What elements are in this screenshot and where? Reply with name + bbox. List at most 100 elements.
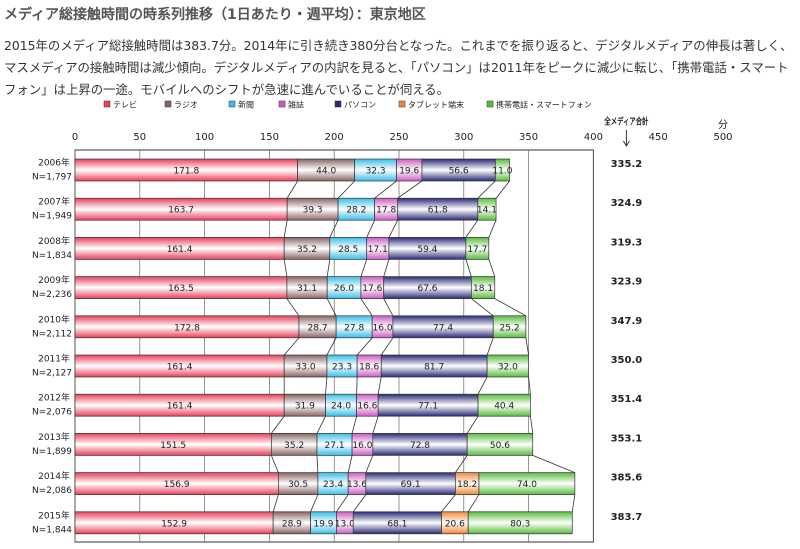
bar-segment: [486, 354, 529, 378]
value-label: 44.0: [316, 167, 336, 177]
x-tick-label: 150: [260, 132, 279, 143]
x-tick-label: 250: [389, 132, 408, 143]
value-label: 81.7: [424, 363, 444, 373]
connector: [356, 337, 373, 356]
connector: [326, 298, 337, 316]
value-label: 32.0: [498, 363, 518, 373]
connector: [467, 494, 480, 513]
total-label: 319.3: [611, 237, 643, 248]
connector: [471, 298, 494, 317]
sample-size: N=2,127: [32, 369, 72, 379]
value-label: 69.1: [401, 480, 421, 490]
connector: [488, 259, 496, 277]
connector: [286, 180, 298, 199]
value-label: 25.2: [500, 323, 520, 333]
value-label: 26.0: [334, 284, 354, 294]
bar-segment: [467, 511, 573, 535]
value-label: 152.9: [161, 519, 187, 529]
connector: [495, 180, 510, 199]
y-tick-label: 2011年: [38, 353, 70, 365]
connector: [270, 455, 279, 473]
connector: [488, 220, 497, 238]
connector: [477, 180, 496, 199]
value-label: 33.0: [296, 363, 316, 373]
totals-arrowhead: [622, 140, 630, 147]
bar-segment: [477, 197, 497, 221]
sample-size: N=2,236: [32, 290, 72, 300]
connector: [271, 415, 285, 434]
y-tick-label: 2014年: [38, 470, 70, 482]
connector: [532, 455, 576, 473]
connector: [477, 376, 488, 395]
connector: [351, 416, 358, 434]
value-label: 40.4: [494, 402, 514, 412]
connector: [360, 259, 368, 277]
value-label: 27.1: [325, 441, 345, 451]
connector: [374, 180, 397, 199]
value-label: 17.7: [467, 245, 487, 255]
value-label: 28.7: [308, 323, 328, 333]
legend-label: 新聞: [238, 100, 254, 110]
connector: [316, 416, 326, 434]
sample-size: N=2,076: [32, 408, 72, 418]
legend-label: 雑誌: [288, 100, 304, 110]
value-label: 172.8: [174, 323, 200, 333]
connector: [325, 376, 328, 395]
legend-swatch: [278, 100, 286, 108]
connector: [283, 220, 288, 238]
value-label: 17.1: [368, 245, 388, 255]
connector: [441, 494, 456, 513]
value-label: 13.6: [347, 480, 367, 490]
connector: [356, 376, 358, 395]
total-label: 351.4: [611, 394, 643, 405]
x-tick-label: 100: [195, 132, 214, 143]
sample-size: N=1,949: [32, 212, 72, 222]
x-tick-label: 400: [584, 132, 603, 143]
connector: [347, 455, 353, 473]
value-label: 18.2: [457, 480, 477, 490]
connector: [380, 337, 394, 356]
value-label: 74.0: [517, 480, 537, 490]
connector: [366, 220, 375, 238]
bar-segment: [465, 237, 490, 260]
legend-swatch: [103, 100, 111, 108]
value-label: 156.9: [164, 480, 190, 490]
sample-size: N=1,844: [32, 525, 72, 535]
sample-size: N=1,834: [32, 251, 72, 261]
connector: [372, 416, 379, 434]
value-label: 28.9: [282, 519, 302, 529]
connector: [272, 494, 279, 512]
legend-swatch: [164, 100, 172, 108]
y-tick-label: 2008年: [38, 235, 70, 247]
connector: [329, 220, 339, 238]
connector: [465, 259, 472, 277]
value-label: 28.5: [338, 245, 358, 255]
connector: [360, 298, 373, 317]
value-label: 24.0: [331, 402, 351, 412]
legend-swatch: [398, 100, 406, 108]
value-label: 68.1: [387, 519, 407, 529]
connector: [337, 180, 355, 199]
connector: [283, 259, 288, 277]
total-label: 324.9: [611, 198, 643, 209]
connector: [283, 337, 300, 356]
legend-swatch: [228, 100, 236, 108]
sample-size: N=1,899: [32, 447, 72, 457]
bar-segment: [466, 433, 534, 456]
value-label: 17.8: [376, 206, 396, 216]
value-label: 14.1: [477, 206, 497, 216]
value-label: 163.5: [168, 284, 194, 294]
legend-label: パソコン: [344, 101, 376, 110]
value-label: 80.3: [510, 519, 530, 529]
legend-label: テレビ: [113, 101, 137, 110]
value-label: 19.9: [313, 519, 333, 529]
connector: [383, 259, 390, 277]
value-label: 27.8: [344, 323, 364, 333]
value-label: 39.3: [303, 206, 323, 216]
value-label: 17.6: [362, 284, 382, 294]
value-label: 77.4: [433, 323, 453, 333]
x-axis-label: 分: [718, 119, 728, 131]
value-label: 30.5: [288, 480, 308, 490]
connector: [388, 220, 399, 238]
connector: [486, 337, 494, 356]
